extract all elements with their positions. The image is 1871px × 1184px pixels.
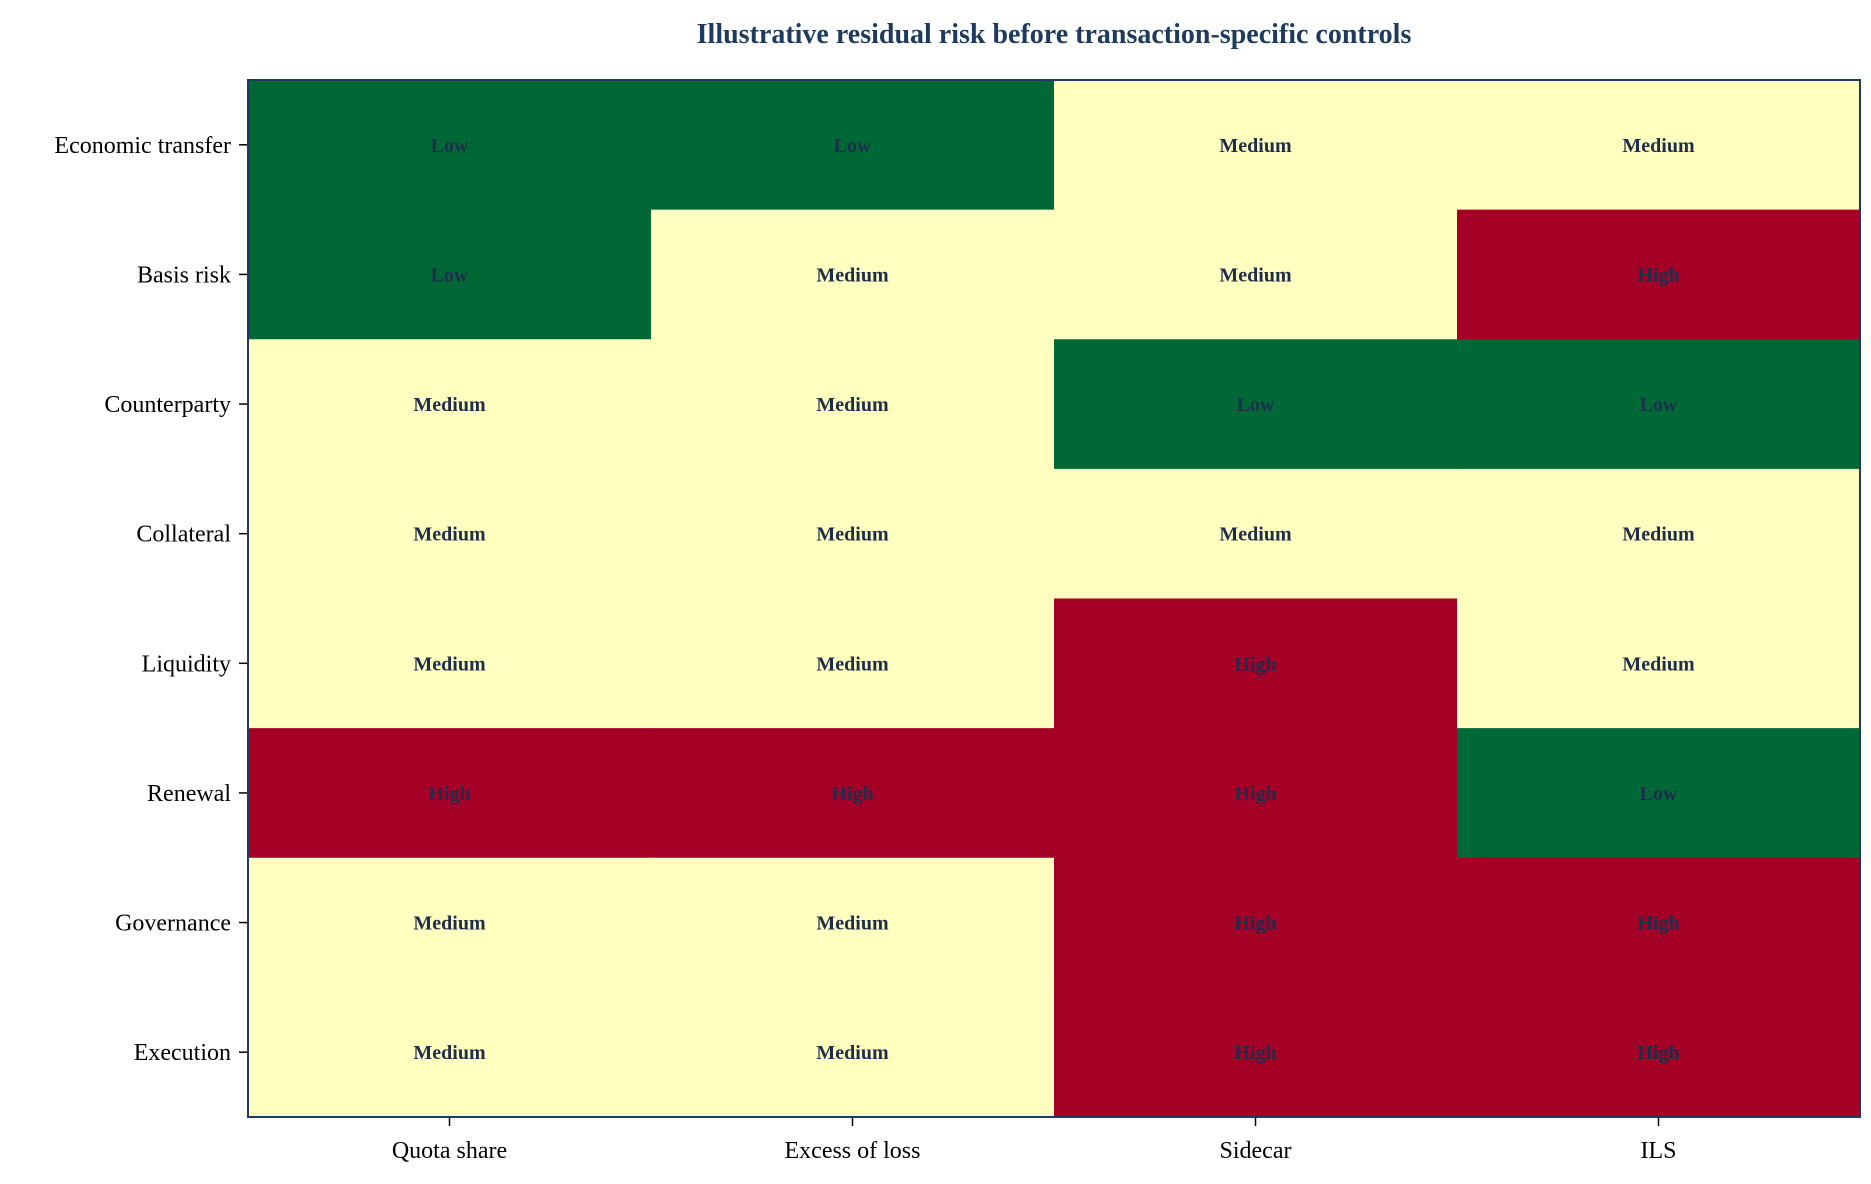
heatmap-cell-governance-quota-share [248,857,652,988]
cell-label-liquidity-sidecar: High [1234,653,1276,675]
x-tick-label-excess-of-loss: Excess of loss [785,1138,921,1164]
cell-label-counterparty-excess-of-loss: Medium [816,394,889,416]
cell-label-economic-transfer-ils: Medium [1622,135,1695,157]
y-tick-label-economic-transfer: Economic transfer [54,133,231,159]
heatmap-cell-collateral-ils [1457,468,1861,600]
cell-label-governance-excess-of-loss: Medium [816,913,889,935]
cell-label-liquidity-ils: Medium [1622,653,1695,675]
cell-label-collateral-ils: Medium [1622,524,1695,546]
cell-label-renewal-sidecar: High [1234,783,1276,805]
cell-label-basis-risk-quota-share: Low [431,264,469,286]
heatmap-cell-counterparty-ils [1457,339,1861,470]
cell-label-economic-transfer-sidecar: Medium [1219,135,1292,157]
y-tick-label-renewal: Renewal [147,781,231,807]
heatmap-cell-execution-sidecar [1054,987,1458,1118]
heatmap-cell-economic-transfer-sidecar [1054,80,1458,211]
cell-label-counterparty-ils: Low [1640,394,1678,416]
heatmap-cell-basis-risk-excess-of-loss [651,209,1055,340]
cell-label-economic-transfer-quota-share: Low [431,135,469,157]
x-tick-label-quota-share: Quota share [392,1138,507,1164]
heatmap-cell-liquidity-sidecar [1054,598,1458,729]
heatmap-cell-collateral-quota-share [248,468,652,600]
heatmap-cell-renewal-excess-of-loss [651,728,1055,859]
heatmap-cell-governance-excess-of-loss [651,857,1055,988]
heatmap-cell-renewal-sidecar [1054,728,1458,859]
cell-label-governance-sidecar: High [1234,913,1276,935]
cell-label-collateral-sidecar: Medium [1219,524,1292,546]
cell-label-execution-quota-share: Medium [413,1042,486,1064]
heatmap-cell-economic-transfer-ils [1457,80,1861,211]
heatmap-cell-liquidity-excess-of-loss [651,598,1055,729]
cell-label-liquidity-quota-share: Medium [413,653,486,675]
heatmap-cell-collateral-excess-of-loss [651,468,1055,600]
heatmap-cell-execution-ils [1457,987,1861,1118]
cell-label-liquidity-excess-of-loss: Medium [816,653,889,675]
heatmap-cell-governance-ils [1457,857,1861,988]
y-axis: Economic transfer Basis risk Counterparty C… [54,133,248,1066]
cell-label-counterparty-sidecar: Low [1237,394,1275,416]
x-axis: Quota share Excess of loss Sidecar ILS [392,1117,1677,1164]
y-tick-label-counterparty: Counterparty [104,392,231,418]
heatmap-cell-basis-risk-quota-share [248,209,652,340]
cell-label-collateral-excess-of-loss: Medium [816,524,889,546]
cell-label-basis-risk-ils: High [1637,264,1679,286]
cell-label-governance-ils: High [1637,913,1679,935]
heatmap-cell-execution-excess-of-loss [651,987,1055,1118]
cell-label-renewal-excess-of-loss: High [831,783,873,805]
y-tick-label-basis-risk: Basis risk [137,262,231,288]
plot-frame [247,79,1861,1118]
heatmap-cell-basis-risk-ils [1457,209,1861,340]
cell-label-economic-transfer-excess-of-loss: Low [834,135,872,157]
heatmap-cell-counterparty-quota-share [248,339,652,470]
heatmap-cell-counterparty-sidecar [1054,339,1458,470]
heatmap-cell-economic-transfer-quota-share [248,80,652,211]
cell-label-renewal-ils: Low [1640,783,1678,805]
cell-label-collateral-quota-share: Medium [413,524,486,546]
heatmap-cell-collateral-sidecar [1054,468,1458,600]
x-tick-label-sidecar: Sidecar [1220,1138,1292,1164]
heatmap-cell-renewal-ils [1457,728,1861,859]
cell-label-execution-ils: High [1637,1042,1679,1064]
heatmap-cell-basis-risk-sidecar [1054,209,1458,340]
heatmap-cell-labels: Low Low Medium Medium Low Medium Medium High Med… [413,135,1695,1064]
x-tick-label-ils: ILS [1641,1138,1677,1164]
heatmap-cell-liquidity-ils [1457,598,1861,729]
cell-label-execution-excess-of-loss: Medium [816,1042,889,1064]
heatmap-cell-liquidity-quota-share [248,598,652,729]
heatmap-cell-governance-sidecar [1054,857,1458,988]
heatmap-cell-counterparty-excess-of-loss [651,339,1055,470]
heatmap-cell-execution-quota-share [248,987,652,1118]
cell-label-basis-risk-excess-of-loss: Medium [816,264,889,286]
chart-title: Illustrative residual risk before transa… [697,19,1412,50]
heatmap-cells [248,80,1861,1118]
heatmap-cell-renewal-quota-share [248,728,652,859]
y-tick-label-collateral: Collateral [136,522,231,548]
cell-label-basis-risk-sidecar: Medium [1219,264,1292,286]
heatmap-cell-economic-transfer-excess-of-loss [651,80,1055,211]
y-tick-label-governance: Governance [115,911,231,937]
cell-label-execution-sidecar: High [1234,1042,1276,1064]
cell-label-counterparty-quota-share: Medium [413,394,486,416]
cell-label-governance-quota-share: Medium [413,913,486,935]
cell-label-renewal-quota-share: High [428,783,470,805]
y-tick-label-execution: Execution [134,1040,231,1066]
y-tick-label-liquidity: Liquidity [142,651,231,677]
